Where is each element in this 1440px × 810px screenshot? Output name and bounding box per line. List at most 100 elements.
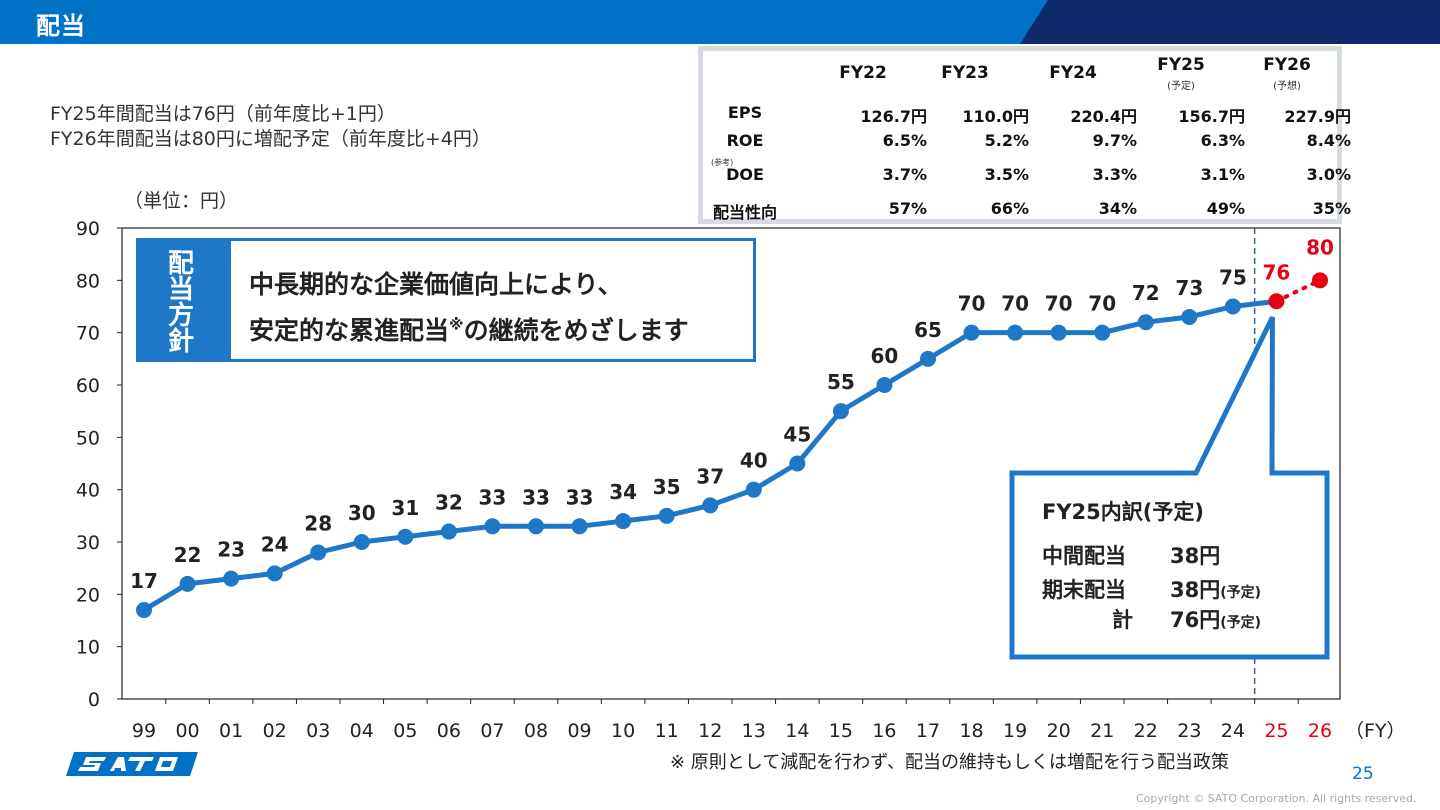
data-label: 33 (479, 485, 507, 509)
table-cell: 34% (1098, 199, 1137, 218)
yearend-amount: 38円 (1170, 578, 1221, 602)
summary-line-fy25: FY25年間配当は76円（前年度比+1円） (50, 103, 396, 125)
sato-logo (66, 752, 198, 776)
y-tick-label: 40 (76, 480, 100, 502)
data-point (1007, 324, 1024, 341)
data-point (571, 518, 588, 535)
data-label: 60 (871, 344, 899, 368)
table-column-note: (予定) (1167, 81, 1195, 92)
x-tick-label: 07 (480, 720, 504, 742)
data-point (702, 497, 719, 514)
x-tick-label: 00 (175, 720, 199, 742)
metrics-table-body: FY22 FY23 FY24 FY25 (予定) FY26 (予想) EPS 126.7円 110… (703, 51, 1351, 222)
forecast-line (1274, 278, 1322, 304)
y-tick-label: 90 (76, 218, 100, 240)
x-tick-label: 25 (1264, 720, 1288, 742)
data-point (963, 324, 980, 341)
table-cell: 66% (990, 199, 1029, 218)
table-cell: 6.5% (882, 131, 927, 150)
x-tick-label: 04 (350, 720, 374, 742)
data-label: 70 (1088, 292, 1116, 316)
table-row-label: DOE (726, 165, 764, 184)
y-tick-label: 20 (76, 584, 100, 606)
data-point (1224, 298, 1241, 315)
data-label: 22 (174, 543, 202, 567)
table-cell: 3.0% (1306, 165, 1351, 184)
x-tick-label: 18 (959, 720, 983, 742)
yearend-note: (予定) (1220, 585, 1262, 601)
table-cell: 9.7% (1092, 131, 1137, 150)
data-label: 45 (783, 423, 811, 447)
breakdown-title: FY25内訳(予定) (1042, 500, 1204, 524)
data-point (1181, 308, 1198, 325)
policy-line-2-text: 安定的な累進配当 (249, 316, 450, 345)
data-point (353, 534, 370, 550)
unit-label: （単位：円） (124, 190, 239, 212)
policy-line-2-tail: の継続をめざします (463, 316, 689, 345)
x-tick-label: 12 (698, 720, 722, 742)
x-tick-label: 06 (437, 720, 461, 742)
x-tick-label: 20 (1047, 720, 1071, 742)
data-point (745, 481, 762, 498)
policy-tag-char: 当 (167, 275, 194, 305)
table-row-label: ROE (726, 131, 764, 150)
summary-line-fy26: FY26年間配当は80円に増配予定（前年度比+4円） (50, 128, 491, 150)
header-accent (1020, 0, 1440, 44)
data-point (223, 570, 240, 587)
data-point (789, 455, 806, 472)
table-cell: 57% (888, 199, 927, 218)
dividend-policy-box: 配当方針 中長期的な企業価値向上により、 安定的な累進配当※の継続をめざします (136, 238, 756, 362)
data-point (920, 350, 936, 367)
data-point (266, 565, 283, 582)
page-number: 25 (1352, 764, 1374, 784)
table-cell: 220.4円 (1070, 107, 1137, 126)
x-axis-unit: （FY） (1345, 720, 1406, 742)
data-point (1137, 314, 1154, 331)
doe-reference-note: (参考) (711, 158, 734, 167)
x-tick-label: 14 (785, 720, 809, 742)
x-tick-label: 22 (1134, 720, 1158, 742)
y-tick-label: 0 (88, 689, 100, 711)
x-tick-label: 13 (742, 720, 766, 742)
table-cell: 110.0円 (962, 107, 1029, 126)
policy-tag-char: 配 (167, 249, 194, 279)
data-label: 28 (304, 511, 332, 535)
y-tick-label: 30 (76, 532, 100, 554)
data-label: 34 (609, 480, 637, 504)
table-column-header: FY25 (1157, 55, 1205, 75)
yearend-label: 期末配当 (1042, 578, 1126, 602)
data-point (136, 602, 152, 619)
data-label: 30 (348, 501, 376, 525)
x-tick-label: 99 (132, 720, 156, 742)
copyright: Copyright © SATO Corporation. All rights… (1136, 792, 1417, 805)
x-tick-label: 10 (611, 720, 635, 742)
x-tick-label: 09 (567, 720, 591, 742)
table-cell: 49% (1206, 199, 1245, 218)
yearend-value: 38円(予定) (1170, 574, 1261, 604)
data-label: 65 (914, 318, 942, 342)
x-tick-label: 03 (306, 720, 330, 742)
data-point (1094, 324, 1111, 341)
data-label: 40 (740, 449, 768, 473)
x-tick-label: 11 (655, 720, 679, 742)
data-label: 32 (435, 491, 463, 515)
policy-footnote-mark: ※ (449, 315, 464, 334)
data-point (832, 403, 849, 420)
table-cell: 3.1% (1200, 165, 1245, 184)
interim-label: 中間配当 (1042, 544, 1126, 568)
fy25-breakdown-box (1009, 316, 1330, 660)
table-cell: 3.7% (882, 165, 927, 184)
data-label: 33 (522, 485, 550, 509)
interim-value: 38円 (1170, 544, 1221, 568)
x-tick-label: 16 (872, 720, 896, 742)
table-cell: 3.3% (1092, 165, 1137, 184)
x-tick-label: 24 (1221, 720, 1245, 742)
data-label: 80 (1306, 235, 1334, 259)
x-tick-label: 23 (1177, 720, 1201, 742)
table-cell: 3.5% (984, 165, 1029, 184)
data-label: 55 (827, 370, 855, 394)
policy-tag-char: 針 (167, 327, 194, 357)
table-cell: 227.9円 (1284, 107, 1351, 126)
table-cell: 156.7円 (1178, 107, 1245, 126)
data-point (397, 528, 414, 545)
